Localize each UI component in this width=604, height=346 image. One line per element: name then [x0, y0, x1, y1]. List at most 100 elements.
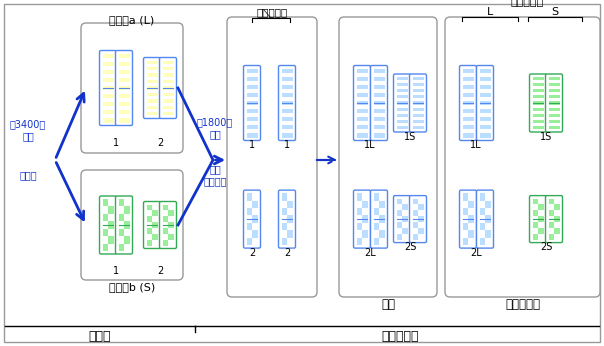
Bar: [468, 230, 474, 238]
Bar: [463, 117, 474, 121]
Bar: [103, 110, 114, 115]
Bar: [480, 238, 485, 245]
FancyBboxPatch shape: [370, 65, 388, 140]
Bar: [281, 117, 292, 121]
Bar: [463, 69, 474, 73]
Text: 2: 2: [249, 248, 255, 258]
Bar: [402, 216, 408, 222]
Bar: [281, 230, 287, 238]
Bar: [162, 99, 173, 102]
Bar: [485, 238, 490, 245]
FancyBboxPatch shape: [445, 17, 600, 297]
Bar: [548, 216, 554, 222]
Bar: [124, 236, 129, 244]
Bar: [413, 120, 423, 123]
Bar: [281, 76, 292, 81]
Bar: [396, 77, 408, 80]
Bar: [362, 201, 367, 208]
FancyBboxPatch shape: [530, 74, 547, 132]
Bar: [281, 201, 287, 208]
Bar: [162, 86, 173, 90]
Bar: [468, 201, 474, 208]
Bar: [548, 89, 559, 92]
Bar: [246, 230, 252, 238]
Bar: [362, 230, 367, 238]
Bar: [118, 54, 129, 57]
Bar: [252, 193, 257, 201]
FancyBboxPatch shape: [81, 170, 183, 280]
Bar: [413, 126, 423, 129]
Bar: [252, 223, 257, 230]
Bar: [463, 223, 468, 230]
FancyBboxPatch shape: [159, 57, 176, 118]
Bar: [413, 89, 423, 92]
Bar: [418, 199, 423, 204]
Bar: [147, 61, 158, 64]
Bar: [468, 193, 474, 201]
Bar: [162, 228, 168, 234]
Bar: [118, 78, 129, 82]
Bar: [118, 199, 124, 207]
Bar: [379, 238, 385, 245]
Bar: [373, 193, 379, 201]
Text: 異質
四倍体化: 異質 四倍体化: [204, 164, 226, 186]
FancyBboxPatch shape: [159, 201, 176, 248]
Bar: [548, 114, 559, 117]
Bar: [468, 223, 474, 230]
FancyBboxPatch shape: [410, 74, 426, 132]
Bar: [463, 238, 468, 245]
Bar: [373, 76, 385, 81]
Bar: [281, 238, 287, 245]
Bar: [162, 222, 168, 228]
Bar: [538, 210, 544, 216]
Bar: [362, 216, 367, 223]
Bar: [246, 76, 257, 81]
Text: 1: 1: [249, 140, 255, 150]
Bar: [379, 216, 385, 223]
Bar: [548, 204, 554, 210]
Bar: [281, 208, 287, 216]
Bar: [281, 85, 292, 89]
Bar: [396, 108, 408, 111]
Bar: [147, 80, 158, 83]
Text: 1S: 1S: [540, 131, 552, 142]
Text: S: S: [551, 7, 559, 17]
Bar: [548, 228, 554, 234]
Bar: [548, 77, 559, 80]
Bar: [413, 228, 418, 234]
Bar: [538, 216, 544, 222]
Bar: [152, 228, 158, 234]
Bar: [118, 70, 129, 74]
Bar: [533, 77, 544, 80]
Bar: [356, 216, 362, 223]
Bar: [281, 109, 292, 113]
Bar: [118, 118, 129, 122]
Text: 種分化: 種分化: [19, 170, 37, 180]
Bar: [480, 201, 485, 208]
Bar: [147, 106, 158, 109]
Bar: [396, 204, 402, 210]
Bar: [356, 76, 367, 81]
Bar: [246, 93, 257, 97]
Bar: [147, 234, 152, 240]
FancyBboxPatch shape: [410, 195, 426, 243]
Bar: [396, 101, 408, 104]
Text: 2: 2: [157, 266, 163, 276]
Bar: [533, 95, 544, 98]
Bar: [287, 216, 292, 223]
Bar: [162, 216, 168, 222]
Bar: [118, 86, 129, 90]
Text: 2: 2: [157, 138, 163, 148]
Bar: [548, 95, 559, 98]
Bar: [402, 199, 408, 204]
Bar: [147, 210, 152, 216]
Text: 1L: 1L: [470, 140, 482, 150]
FancyBboxPatch shape: [278, 65, 295, 140]
Bar: [480, 125, 490, 129]
Bar: [413, 77, 423, 80]
Bar: [252, 208, 257, 216]
Bar: [373, 109, 385, 113]
Bar: [533, 114, 544, 117]
Text: 現在: 現在: [381, 298, 395, 310]
Bar: [362, 238, 367, 245]
